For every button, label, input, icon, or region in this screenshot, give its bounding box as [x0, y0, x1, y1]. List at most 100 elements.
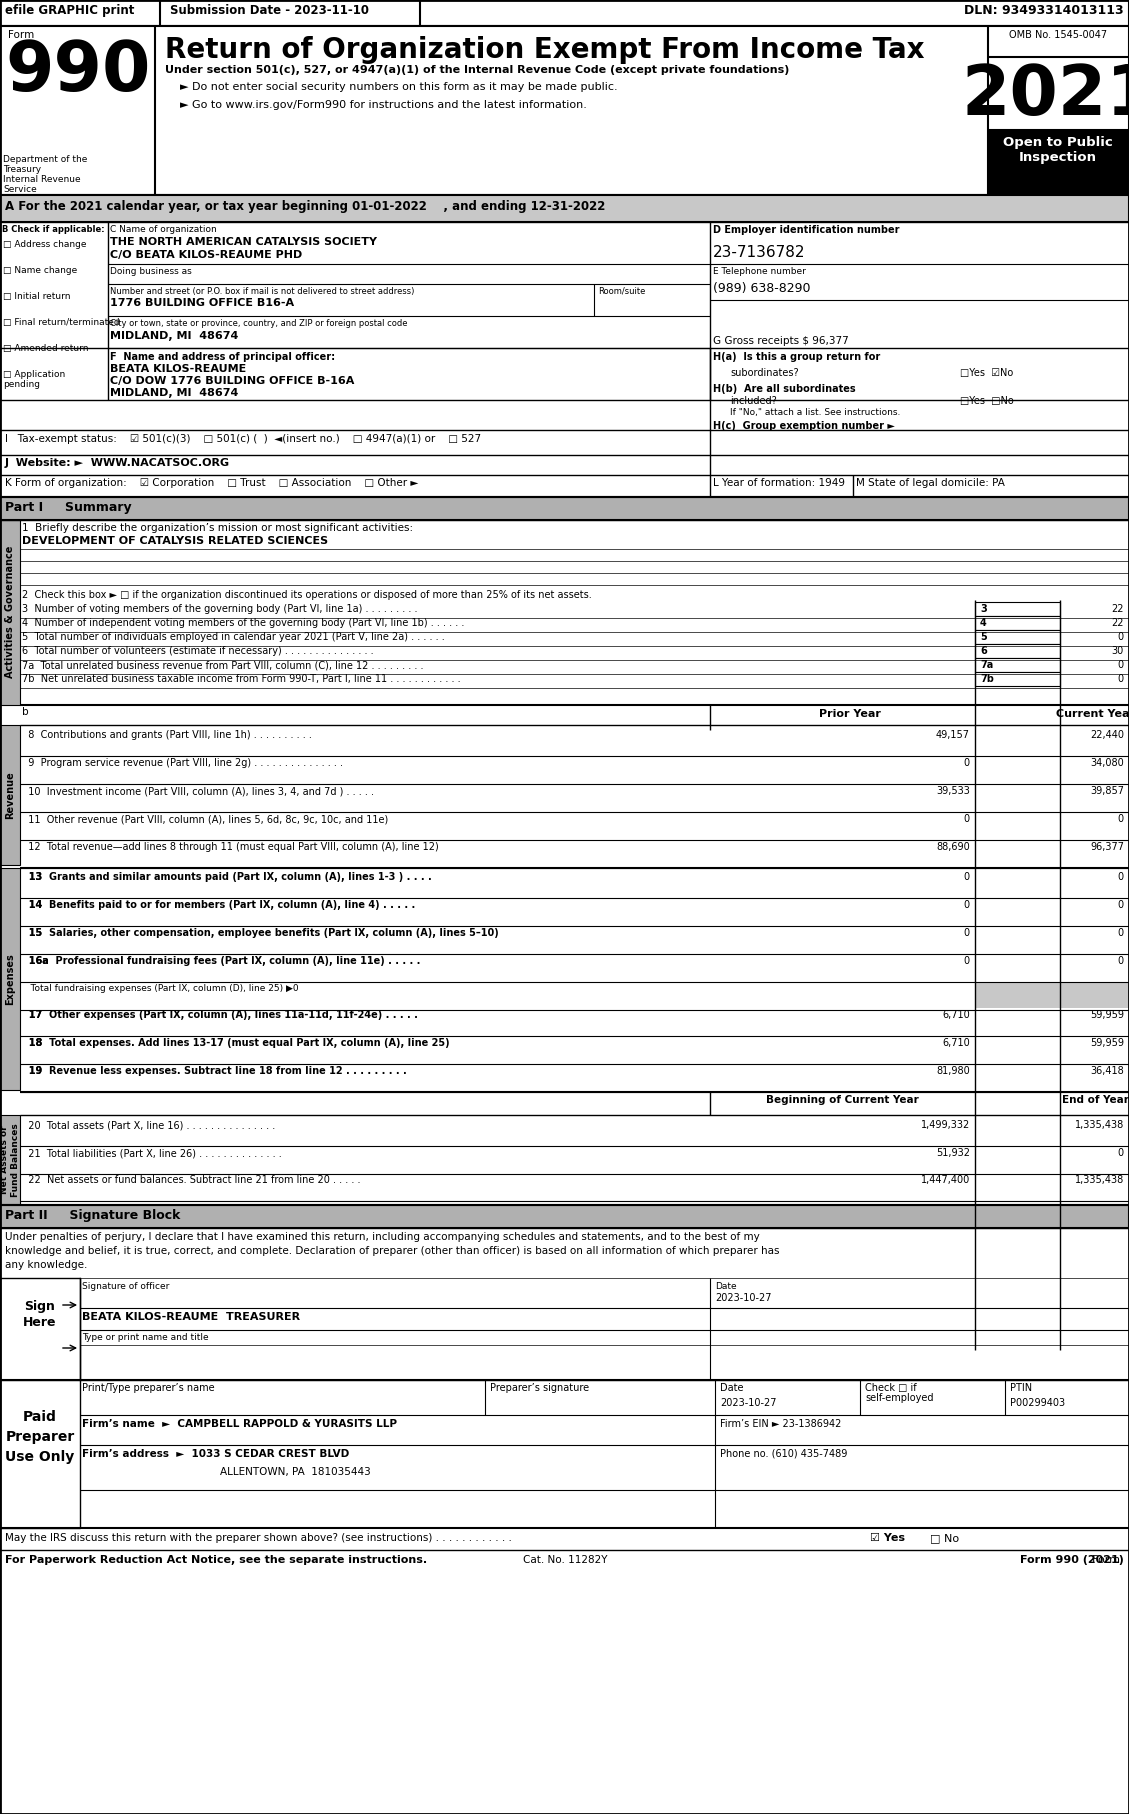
Text: 1776 BUILDING OFFICE B16-A: 1776 BUILDING OFFICE B16-A: [110, 297, 295, 308]
Text: DEVELOPMENT OF CATALYSIS RELATED SCIENCES: DEVELOPMENT OF CATALYSIS RELATED SCIENCE…: [21, 535, 329, 546]
Text: 5: 5: [980, 631, 987, 642]
Bar: [0, 25, 1129, 194]
Text: MIDLAND, MI  48674: MIDLAND, MI 48674: [110, 330, 238, 341]
Bar: [988, 131, 1129, 194]
Bar: [0, 1279, 80, 1380]
Text: Department of the: Department of the: [3, 154, 87, 163]
Text: 22: 22: [1111, 619, 1124, 628]
Text: knowledge and belief, it is true, correct, and complete. Declaration of preparer: knowledge and belief, it is true, correc…: [5, 1246, 779, 1255]
Text: 96,377: 96,377: [1089, 842, 1124, 853]
Text: Form: Form: [1093, 1555, 1124, 1565]
Text: BEATA KILOS-REAUME: BEATA KILOS-REAUME: [110, 365, 246, 374]
Text: 36,418: 36,418: [1091, 1067, 1124, 1076]
Text: 0: 0: [1118, 631, 1124, 642]
Text: May the IRS discuss this return with the preparer shown above? (see instructions: May the IRS discuss this return with the…: [5, 1533, 511, 1544]
Text: subordinates?: subordinates?: [730, 368, 798, 377]
Text: Form: Form: [8, 31, 34, 40]
Text: 81,980: 81,980: [936, 1067, 970, 1076]
Text: 30: 30: [1112, 646, 1124, 657]
Text: 4: 4: [980, 619, 987, 628]
Text: (989) 638-8290: (989) 638-8290: [714, 281, 811, 296]
Text: 22,440: 22,440: [1089, 729, 1124, 740]
Text: Cat. No. 11282Y: Cat. No. 11282Y: [523, 1555, 607, 1565]
Bar: [0, 726, 20, 865]
Text: efile GRAPHIC print: efile GRAPHIC print: [5, 4, 134, 16]
Text: Check □ if: Check □ if: [865, 1382, 917, 1393]
Text: Part II     Signature Block: Part II Signature Block: [5, 1208, 181, 1223]
Text: DLN: 93493314013113: DLN: 93493314013113: [964, 4, 1124, 16]
Text: ALLENTOWN, PA  181035443: ALLENTOWN, PA 181035443: [220, 1468, 370, 1477]
Text: 1,335,438: 1,335,438: [1075, 1119, 1124, 1130]
Text: MIDLAND, MI  48674: MIDLAND, MI 48674: [110, 388, 238, 397]
Text: Preparer: Preparer: [6, 1429, 75, 1444]
Text: 16a  Professional fundraising fees (Part IX, column (A), line 11e) . . . . .: 16a Professional fundraising fees (Part …: [21, 956, 420, 967]
Text: Under section 501(c), 527, or 4947(a)(1) of the Internal Revenue Code (except pr: Under section 501(c), 527, or 4947(a)(1)…: [165, 65, 789, 74]
Text: □ Application
pending: □ Application pending: [3, 370, 65, 390]
Bar: [0, 1380, 80, 1527]
Text: ► Do not enter social security numbers on this form as it may be made public.: ► Do not enter social security numbers o…: [180, 82, 618, 93]
Text: □ Amended return: □ Amended return: [3, 345, 88, 354]
Bar: [975, 981, 1129, 1009]
Text: 0: 0: [1118, 660, 1124, 669]
Text: Print/Type preparer’s name: Print/Type preparer’s name: [82, 1382, 215, 1393]
Text: Beginning of Current Year: Beginning of Current Year: [765, 1096, 918, 1105]
Text: 3: 3: [980, 604, 987, 613]
Text: Type or print name and title: Type or print name and title: [82, 1333, 209, 1342]
Text: 18: 18: [21, 1038, 43, 1048]
Text: 6: 6: [980, 646, 987, 657]
Text: 0: 0: [1118, 900, 1124, 911]
Text: Here: Here: [24, 1315, 56, 1330]
Text: included?: included?: [730, 395, 777, 406]
Text: Firm’s address  ►  1033 S CEDAR CREST BLVD: Firm’s address ► 1033 S CEDAR CREST BLVD: [82, 1449, 349, 1458]
Bar: [0, 869, 20, 1090]
Text: 6,710: 6,710: [943, 1010, 970, 1019]
Text: 0: 0: [964, 758, 970, 767]
Text: BEATA KILOS-REAUME  TREASURER: BEATA KILOS-REAUME TREASURER: [82, 1312, 300, 1322]
Text: 10  Investment income (Part VIII, column (A), lines 3, 4, and 7d ) . . . . .: 10 Investment income (Part VIII, column …: [21, 785, 374, 796]
Text: 0: 0: [964, 873, 970, 882]
Text: 34,080: 34,080: [1091, 758, 1124, 767]
Text: 49,157: 49,157: [936, 729, 970, 740]
Text: Paid: Paid: [23, 1409, 56, 1424]
Text: 18  Total expenses. Add lines 13-17 (must equal Part IX, column (A), line 25): 18 Total expenses. Add lines 13-17 (must…: [21, 1038, 449, 1048]
Text: L Year of formation: 1949: L Year of formation: 1949: [714, 479, 844, 488]
Text: any knowledge.: any knowledge.: [5, 1261, 87, 1270]
Text: self-employed: self-employed: [865, 1393, 934, 1402]
Text: 23-7136782: 23-7136782: [714, 245, 805, 259]
Text: M State of legal domicile: PA: M State of legal domicile: PA: [856, 479, 1005, 488]
Text: Phone no. (610) 435-7489: Phone no. (610) 435-7489: [720, 1449, 848, 1458]
Bar: [975, 629, 1060, 644]
Text: 17  Other expenses (Part IX, column (A), lines 11a-11d, 11f-24e) . . . . .: 17 Other expenses (Part IX, column (A), …: [21, 1010, 418, 1019]
Text: Revenue: Revenue: [5, 771, 15, 818]
Text: 0: 0: [1118, 956, 1124, 967]
Text: b: b: [21, 707, 28, 717]
Text: D Employer identification number: D Employer identification number: [714, 225, 900, 236]
Text: 7a  Total unrelated business revenue from Part VIII, column (C), line 12 . . . .: 7a Total unrelated business revenue from…: [21, 660, 423, 669]
Text: 19: 19: [21, 1067, 42, 1076]
Text: 20  Total assets (Part X, line 16) . . . . . . . . . . . . . . .: 20 Total assets (Part X, line 16) . . . …: [21, 1119, 275, 1130]
Text: Prior Year: Prior Year: [819, 709, 881, 718]
Text: 22  Net assets or fund balances. Subtract line 21 from line 20 . . . . .: 22 Net assets or fund balances. Subtract…: [21, 1175, 360, 1185]
Text: □Yes  □No: □Yes □No: [960, 395, 1014, 406]
Text: 22: 22: [1111, 604, 1124, 613]
Text: □ No: □ No: [930, 1533, 960, 1544]
Text: ☑ Yes: ☑ Yes: [870, 1533, 905, 1544]
Text: □ Name change: □ Name change: [3, 267, 77, 276]
Text: Open to Public
Inspection: Open to Public Inspection: [1004, 136, 1113, 163]
Text: 59,959: 59,959: [1089, 1038, 1124, 1048]
Text: A For the 2021 calendar year, or tax year beginning 01-01-2022    , and ending 1: A For the 2021 calendar year, or tax yea…: [5, 200, 605, 212]
Text: 0: 0: [1118, 929, 1124, 938]
Text: End of Year: End of Year: [1061, 1096, 1129, 1105]
Text: K Form of organization:    ☑ Corporation    □ Trust    □ Association    □ Other : K Form of organization: ☑ Corporation □ …: [5, 479, 419, 488]
Text: Firm’s name  ►  CAMPBELL RAPPOLD & YURASITS LLP: Firm’s name ► CAMPBELL RAPPOLD & YURASIT…: [82, 1419, 397, 1429]
Text: 0: 0: [1118, 1148, 1124, 1157]
Text: 1,335,438: 1,335,438: [1075, 1175, 1124, 1185]
Text: Current Year: Current Year: [1056, 709, 1129, 718]
Text: 1  Briefly describe the organization’s mission or most significant activities:: 1 Briefly describe the organization’s mi…: [21, 522, 413, 533]
Bar: [0, 194, 1129, 221]
Text: 0: 0: [964, 956, 970, 967]
Text: H(b)  Are all subordinates: H(b) Are all subordinates: [714, 385, 856, 394]
Text: Preparer’s signature: Preparer’s signature: [490, 1382, 589, 1393]
Text: Treasury: Treasury: [3, 165, 41, 174]
Text: 13: 13: [21, 873, 42, 882]
